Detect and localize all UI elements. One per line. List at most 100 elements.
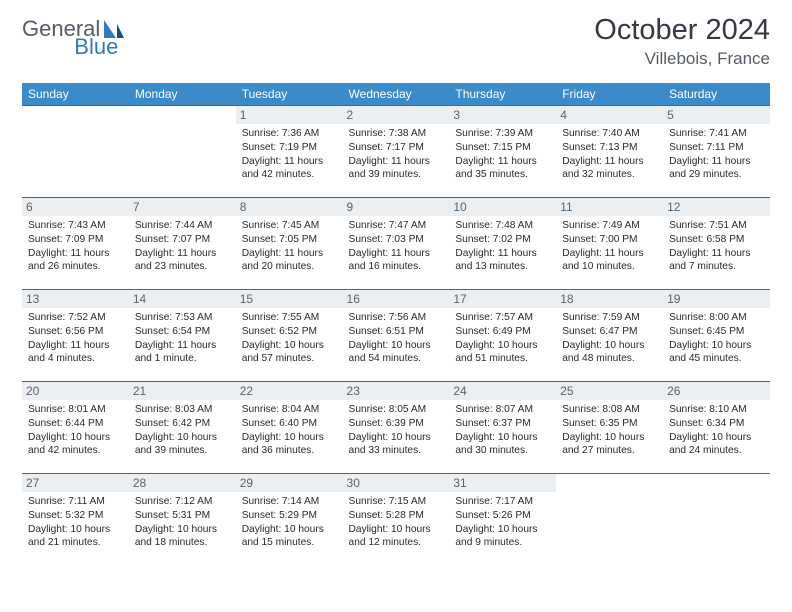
calendar-day-cell	[22, 106, 129, 198]
sunset-text: Sunset: 6:58 PM	[669, 233, 764, 247]
daylight-text: Daylight: 10 hours and 12 minutes.	[349, 523, 444, 551]
calendar-day-cell: 21 Sunrise: 8:03 AMSunset: 6:42 PMDayligh…	[129, 382, 236, 474]
calendar-day-cell: 24Sunrise: 8:07 AMSunset: 6:37 PMDayligh…	[449, 382, 556, 474]
calendar-day-cell: 11Sunrise: 7:49 AMSunset: 7:00 PMDayligh…	[556, 198, 663, 290]
sunset-text: Sunset: 6:52 PM	[242, 325, 337, 339]
calendar-day-cell: 27Sunrise: 7:11 AMSunset: 5:32 PMDayligh…	[22, 474, 129, 566]
day-details: Sunrise: 7:52 AMSunset: 6:56 PMDaylight:…	[28, 311, 123, 366]
day-details: Sunrise: 7:12 AMSunset: 5:31 PMDaylight:…	[135, 495, 230, 550]
day-details: Sunrise: 7:59 AMSunset: 6:47 PMDaylight:…	[562, 311, 657, 366]
day-details: Sunrise: 8:04 AMSunset: 6:40 PMDaylight:…	[242, 403, 337, 458]
day-number: 9	[343, 198, 450, 216]
day-number: 23	[343, 382, 450, 400]
sunrise-text: Sunrise: 7:48 AM	[455, 219, 550, 233]
daylight-text: Daylight: 10 hours and 54 minutes.	[349, 339, 444, 367]
day-details: Sunrise: 7:44 AMSunset: 7:07 PMDaylight:…	[135, 219, 230, 274]
weekday-header: Saturday	[663, 83, 770, 106]
sunset-text: Sunset: 6:34 PM	[669, 417, 764, 431]
sunset-text: Sunset: 5:29 PM	[242, 509, 337, 523]
calendar-week-row: 13 Sunrise: 7:52 AMSunset: 6:56 PMDayligh…	[22, 290, 770, 382]
day-details: Sunrise: 7:11 AMSunset: 5:32 PMDaylight:…	[28, 495, 123, 550]
daylight-text: Daylight: 10 hours and 24 minutes.	[669, 431, 764, 459]
daylight-text: Daylight: 10 hours and 42 minutes.	[28, 431, 123, 459]
daylight-text: Daylight: 11 hours and 39 minutes.	[349, 155, 444, 183]
sunset-text: Sunset: 7:07 PM	[135, 233, 230, 247]
day-details: Sunrise: 7:17 AMSunset: 5:26 PMDaylight:…	[455, 495, 550, 550]
day-details: Sunrise: 8:03 AMSunset: 6:42 PMDaylight:…	[135, 403, 230, 458]
day-details: Sunrise: 7:38 AMSunset: 7:17 PMDaylight:…	[349, 127, 444, 182]
day-details: Sunrise: 7:14 AMSunset: 5:29 PMDaylight:…	[242, 495, 337, 550]
sunset-text: Sunset: 6:35 PM	[562, 417, 657, 431]
calendar-table: SundayMondayTuesdayWednesdayThursdayFrid…	[22, 83, 770, 566]
day-number: 8	[236, 198, 343, 216]
day-details: Sunrise: 8:05 AMSunset: 6:39 PMDaylight:…	[349, 403, 444, 458]
sunset-text: Sunset: 6:56 PM	[28, 325, 123, 339]
daylight-text: Daylight: 10 hours and 48 minutes.	[562, 339, 657, 367]
day-details: Sunrise: 7:39 AMSunset: 7:15 PMDaylight:…	[455, 127, 550, 182]
daylight-text: Daylight: 10 hours and 21 minutes.	[28, 523, 123, 551]
calendar-day-cell	[556, 474, 663, 566]
daylight-text: Daylight: 11 hours and 4 minutes.	[28, 339, 123, 367]
calendar-day-cell: 9Sunrise: 7:47 AMSunset: 7:03 PMDaylight…	[343, 198, 450, 290]
sunrise-text: Sunrise: 7:41 AM	[669, 127, 764, 141]
day-number: 5	[663, 106, 770, 124]
calendar-day-cell: 26Sunrise: 8:10 AMSunset: 6:34 PMDayligh…	[663, 382, 770, 474]
calendar-day-cell: 22Sunrise: 8:04 AMSunset: 6:40 PMDayligh…	[236, 382, 343, 474]
weekday-header: Sunday	[22, 83, 129, 106]
day-number: 19	[663, 290, 770, 308]
day-details: Sunrise: 7:41 AMSunset: 7:11 PMDaylight:…	[669, 127, 764, 182]
sunset-text: Sunset: 6:42 PM	[135, 417, 230, 431]
sunrise-text: Sunrise: 7:15 AM	[349, 495, 444, 509]
calendar-day-cell: 16Sunrise: 7:56 AMSunset: 6:51 PMDayligh…	[343, 290, 450, 382]
sunrise-text: Sunrise: 7:44 AM	[135, 219, 230, 233]
daylight-text: Daylight: 11 hours and 35 minutes.	[455, 155, 550, 183]
daylight-text: Daylight: 11 hours and 16 minutes.	[349, 247, 444, 275]
sunset-text: Sunset: 5:28 PM	[349, 509, 444, 523]
day-details: Sunrise: 7:43 AMSunset: 7:09 PMDaylight:…	[28, 219, 123, 274]
daylight-text: Daylight: 11 hours and 23 minutes.	[135, 247, 230, 275]
sunrise-text: Sunrise: 7:17 AM	[455, 495, 550, 509]
calendar-day-cell: 5 Sunrise: 7:41 AMSunset: 7:11 PMDaylight…	[663, 106, 770, 198]
sunset-text: Sunset: 6:49 PM	[455, 325, 550, 339]
sunrise-text: Sunrise: 8:03 AM	[135, 403, 230, 417]
daylight-text: Daylight: 10 hours and 27 minutes.	[562, 431, 657, 459]
sunrise-text: Sunrise: 8:07 AM	[455, 403, 550, 417]
day-details: Sunrise: 7:45 AMSunset: 7:05 PMDaylight:…	[242, 219, 337, 274]
day-details: Sunrise: 7:48 AMSunset: 7:02 PMDaylight:…	[455, 219, 550, 274]
daylight-text: Daylight: 10 hours and 18 minutes.	[135, 523, 230, 551]
calendar-week-row: 20Sunrise: 8:01 AMSunset: 6:44 PMDayligh…	[22, 382, 770, 474]
calendar-day-cell: 17Sunrise: 7:57 AMSunset: 6:49 PMDayligh…	[449, 290, 556, 382]
calendar-header-row: SundayMondayTuesdayWednesdayThursdayFrid…	[22, 83, 770, 106]
calendar-day-cell: 25Sunrise: 8:08 AMSunset: 6:35 PMDayligh…	[556, 382, 663, 474]
day-details: Sunrise: 7:15 AMSunset: 5:28 PMDaylight:…	[349, 495, 444, 550]
sunrise-text: Sunrise: 7:49 AM	[562, 219, 657, 233]
title-block: October 2024 Villebois, France	[594, 14, 770, 69]
day-number: 3	[449, 106, 556, 124]
daylight-text: Daylight: 10 hours and 57 minutes.	[242, 339, 337, 367]
sunset-text: Sunset: 7:17 PM	[349, 141, 444, 155]
sunset-text: Sunset: 6:39 PM	[349, 417, 444, 431]
calendar-day-cell: 20Sunrise: 8:01 AMSunset: 6:44 PMDayligh…	[22, 382, 129, 474]
day-number: 21	[129, 382, 236, 400]
day-number: 17	[449, 290, 556, 308]
sunset-text: Sunset: 6:45 PM	[669, 325, 764, 339]
calendar-day-cell: 10Sunrise: 7:48 AMSunset: 7:02 PMDayligh…	[449, 198, 556, 290]
weekday-header: Friday	[556, 83, 663, 106]
calendar-day-cell: 18 Sunrise: 7:59 AMSunset: 6:47 PMDayligh…	[556, 290, 663, 382]
day-number: 7	[129, 198, 236, 216]
day-number: 18	[556, 290, 663, 308]
day-number: 13	[22, 290, 129, 308]
daylight-text: Daylight: 10 hours and 51 minutes.	[455, 339, 550, 367]
sunset-text: Sunset: 5:31 PM	[135, 509, 230, 523]
sunrise-text: Sunrise: 8:05 AM	[349, 403, 444, 417]
day-details: Sunrise: 7:36 AMSunset: 7:19 PMDaylight:…	[242, 127, 337, 182]
day-details: Sunrise: 7:55 AMSunset: 6:52 PMDaylight:…	[242, 311, 337, 366]
weekday-header: Monday	[129, 83, 236, 106]
day-details: Sunrise: 7:51 AMSunset: 6:58 PMDaylight:…	[669, 219, 764, 274]
day-details: Sunrise: 7:49 AMSunset: 7:00 PMDaylight:…	[562, 219, 657, 274]
day-number: 14	[129, 290, 236, 308]
sunset-text: Sunset: 7:13 PM	[562, 141, 657, 155]
sunrise-text: Sunrise: 8:01 AM	[28, 403, 123, 417]
sunrise-text: Sunrise: 7:51 AM	[669, 219, 764, 233]
day-details: Sunrise: 7:53 AMSunset: 6:54 PMDaylight:…	[135, 311, 230, 366]
